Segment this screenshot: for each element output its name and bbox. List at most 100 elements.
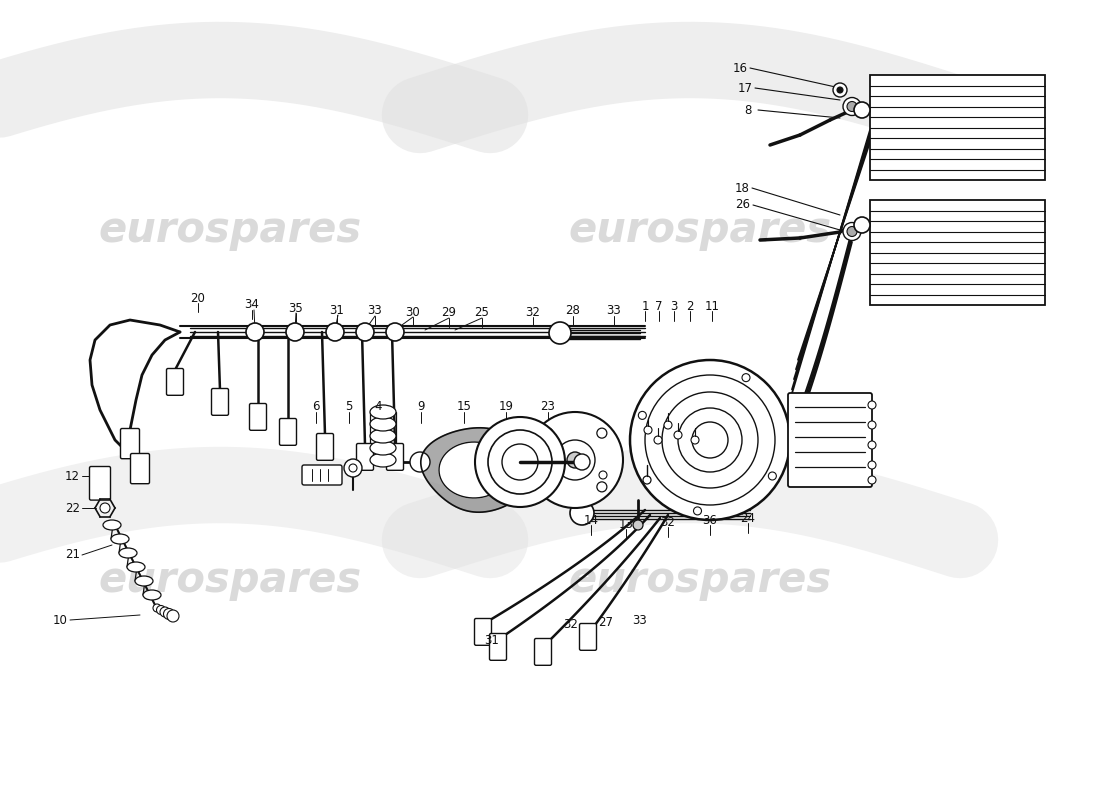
Text: 3: 3 [670, 299, 678, 313]
Polygon shape [421, 428, 534, 512]
Circle shape [246, 323, 264, 341]
Circle shape [164, 609, 175, 619]
Circle shape [769, 472, 777, 480]
Circle shape [386, 323, 404, 341]
Ellipse shape [119, 548, 138, 558]
Text: eurospares: eurospares [569, 559, 832, 601]
FancyBboxPatch shape [788, 393, 872, 487]
Text: eurospares: eurospares [569, 209, 832, 251]
Text: 19: 19 [498, 401, 514, 414]
Text: eurospares: eurospares [98, 209, 362, 251]
Text: 14: 14 [583, 514, 598, 526]
FancyBboxPatch shape [317, 434, 333, 460]
Text: 13: 13 [618, 518, 634, 530]
Text: 32: 32 [526, 306, 540, 318]
FancyBboxPatch shape [386, 443, 404, 470]
FancyBboxPatch shape [302, 465, 342, 485]
Circle shape [847, 102, 857, 111]
Text: 17: 17 [737, 82, 752, 94]
Text: 25: 25 [474, 306, 490, 319]
Text: 21: 21 [65, 549, 80, 562]
Circle shape [837, 87, 843, 93]
Circle shape [854, 217, 870, 233]
Text: 11: 11 [704, 299, 719, 313]
Circle shape [286, 323, 304, 341]
Circle shape [344, 459, 362, 477]
Text: 8: 8 [745, 103, 751, 117]
Ellipse shape [370, 453, 396, 467]
Circle shape [570, 501, 594, 525]
FancyBboxPatch shape [474, 618, 492, 646]
Text: 10: 10 [53, 614, 68, 626]
Circle shape [644, 426, 652, 434]
Circle shape [160, 607, 170, 617]
Circle shape [678, 408, 743, 472]
Text: eurospares: eurospares [98, 559, 362, 601]
Text: 2: 2 [686, 299, 694, 313]
Text: 23: 23 [540, 401, 556, 414]
Ellipse shape [143, 590, 161, 600]
Circle shape [868, 441, 876, 449]
Polygon shape [439, 442, 509, 498]
Circle shape [644, 476, 651, 484]
Circle shape [843, 98, 861, 115]
FancyBboxPatch shape [250, 403, 266, 430]
Ellipse shape [370, 429, 396, 443]
FancyBboxPatch shape [580, 623, 596, 650]
Text: 16: 16 [733, 62, 748, 74]
FancyBboxPatch shape [166, 369, 184, 395]
Circle shape [410, 452, 430, 472]
Ellipse shape [370, 441, 396, 455]
FancyBboxPatch shape [356, 443, 374, 470]
Circle shape [574, 454, 590, 470]
Circle shape [566, 452, 583, 468]
Text: 6: 6 [312, 401, 320, 414]
FancyBboxPatch shape [535, 638, 551, 666]
Circle shape [868, 476, 876, 484]
Circle shape [654, 436, 662, 444]
Text: 7: 7 [656, 299, 662, 313]
Text: 26: 26 [736, 198, 750, 211]
FancyBboxPatch shape [490, 634, 506, 660]
Ellipse shape [135, 576, 153, 586]
Circle shape [502, 444, 538, 480]
Text: 12: 12 [65, 470, 80, 482]
Circle shape [475, 417, 565, 507]
Circle shape [868, 421, 876, 429]
Text: 34: 34 [244, 298, 260, 311]
Bar [870, 200, 1045, 305]
Text: 35: 35 [288, 302, 304, 314]
Text: 15: 15 [456, 401, 472, 414]
Text: 28: 28 [565, 305, 581, 318]
Ellipse shape [126, 562, 145, 572]
Text: 20: 20 [190, 291, 206, 305]
Circle shape [691, 436, 698, 444]
Text: 33: 33 [367, 305, 383, 318]
Text: 4: 4 [374, 401, 382, 414]
Circle shape [100, 503, 110, 513]
Text: 22: 22 [65, 502, 80, 514]
Circle shape [167, 610, 179, 622]
Ellipse shape [370, 417, 396, 431]
Circle shape [742, 374, 750, 382]
Circle shape [692, 422, 728, 458]
Text: 32: 32 [661, 515, 675, 529]
Circle shape [645, 375, 775, 505]
Circle shape [549, 322, 571, 344]
Text: 30: 30 [406, 306, 420, 318]
Text: 24: 24 [740, 511, 756, 525]
Circle shape [543, 428, 553, 438]
Circle shape [868, 461, 876, 469]
Text: 27: 27 [598, 615, 614, 629]
Circle shape [356, 323, 374, 341]
Circle shape [597, 428, 607, 438]
Text: 9: 9 [417, 401, 425, 414]
FancyBboxPatch shape [121, 429, 140, 458]
Circle shape [632, 520, 644, 530]
Text: 29: 29 [441, 306, 456, 319]
Circle shape [349, 464, 358, 472]
Circle shape [662, 392, 758, 488]
Text: 36: 36 [703, 514, 717, 526]
Circle shape [326, 323, 344, 341]
Circle shape [674, 431, 682, 439]
